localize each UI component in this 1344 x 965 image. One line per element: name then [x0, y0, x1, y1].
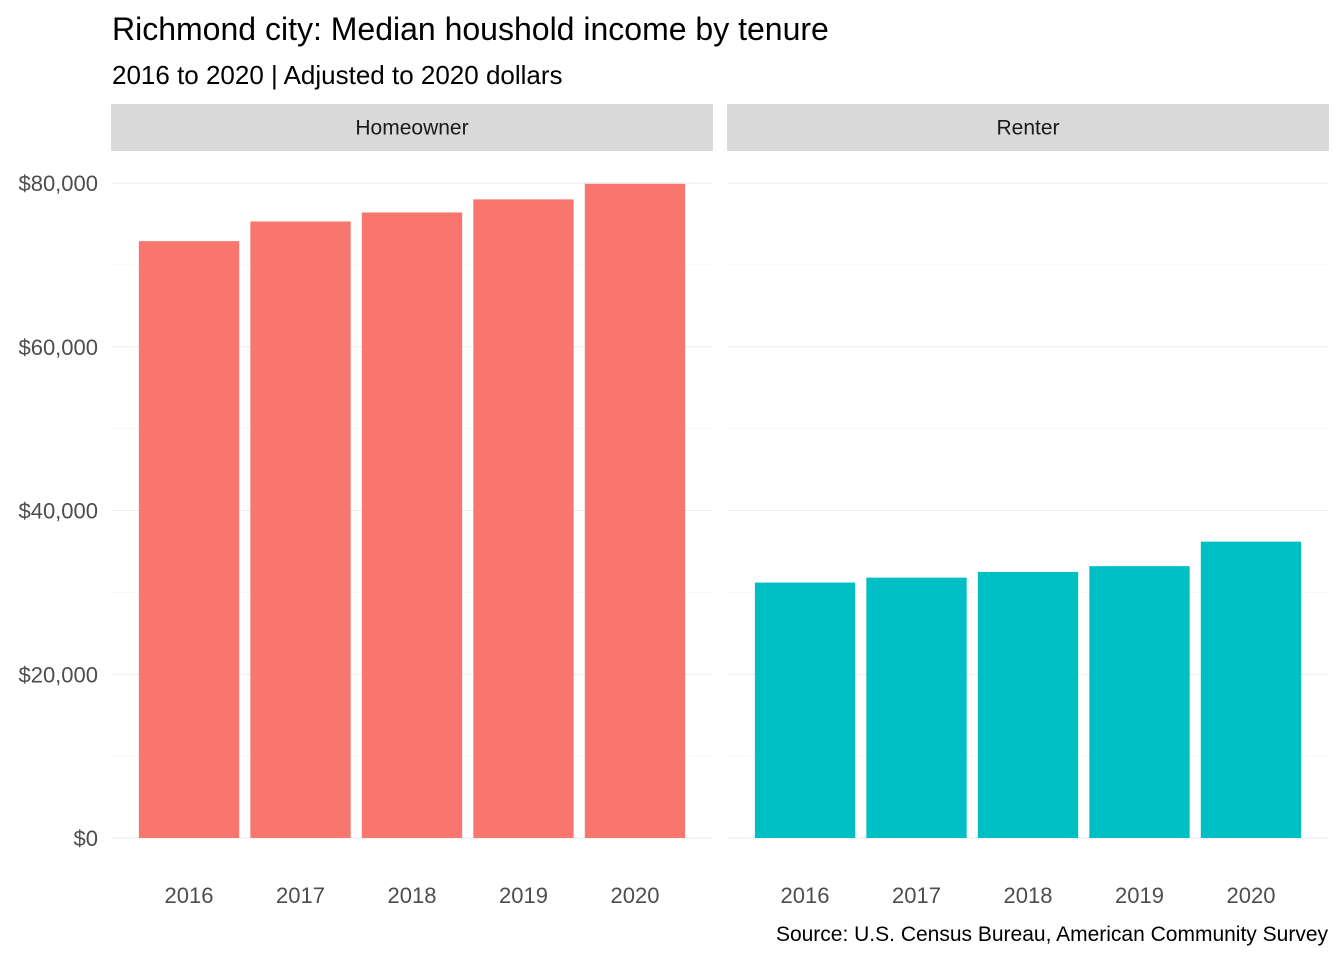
x-tick-label: 2018: [388, 883, 437, 908]
chart-subtitle: 2016 to 2020 | Adjusted to 2020 dollars: [112, 60, 563, 90]
bars: [138, 183, 686, 839]
x-tick-label: 2019: [1115, 883, 1164, 908]
bar-renter-2017: [866, 577, 967, 838]
bar-homeowner-2020: [584, 183, 686, 839]
bar-renter-2020: [1200, 541, 1302, 838]
facet-panel-renter: Renter 2016 2017 2018 2019 2020: [727, 104, 1329, 908]
y-tick-label: $0: [74, 826, 98, 851]
y-tick-label: $60,000: [18, 335, 98, 360]
x-tick-label: 2017: [276, 883, 325, 908]
y-axis: $0 $20,000 $40,000 $60,000 $80,000: [18, 171, 98, 851]
bar-renter-2019: [1089, 566, 1190, 838]
x-tick-label: 2018: [1004, 883, 1053, 908]
x-tick-label: 2019: [499, 883, 548, 908]
x-tick-label: 2020: [610, 883, 659, 908]
facet-strip: [111, 104, 713, 151]
bar-homeowner-2019: [473, 199, 574, 838]
bar-homeowner-2018: [361, 212, 463, 839]
y-tick-label: $40,000: [18, 499, 98, 524]
bars: [754, 541, 1302, 838]
y-tick-label: $20,000: [18, 662, 98, 687]
bar-renter-2016: [754, 582, 856, 838]
x-tick-label: 2016: [165, 883, 214, 908]
facet-strip: [727, 104, 1329, 151]
facet-panel-homeowner: Homeowner 2016 2017 2018 2019 2020: [111, 104, 713, 908]
x-tick-label: 2017: [892, 883, 941, 908]
facet-strip-label: Homeowner: [355, 117, 468, 140]
x-tick-label: 2020: [1226, 883, 1275, 908]
x-tick-label: 2016: [781, 883, 830, 908]
chart-title: Richmond city: Median houshold income by…: [112, 11, 829, 47]
bar-renter-2018: [977, 571, 1079, 838]
source-caption: Source: U.S. Census Bureau, American Com…: [776, 923, 1329, 946]
facet-panels: Homeowner 2016 2017 2018 2019 2020 Renter 2016 2…: [111, 104, 1329, 908]
bar-homeowner-2017: [250, 221, 351, 838]
y-tick-label: $80,000: [18, 171, 98, 196]
bar-homeowner-2016: [138, 241, 240, 839]
facet-strip-label: Renter: [996, 117, 1059, 140]
